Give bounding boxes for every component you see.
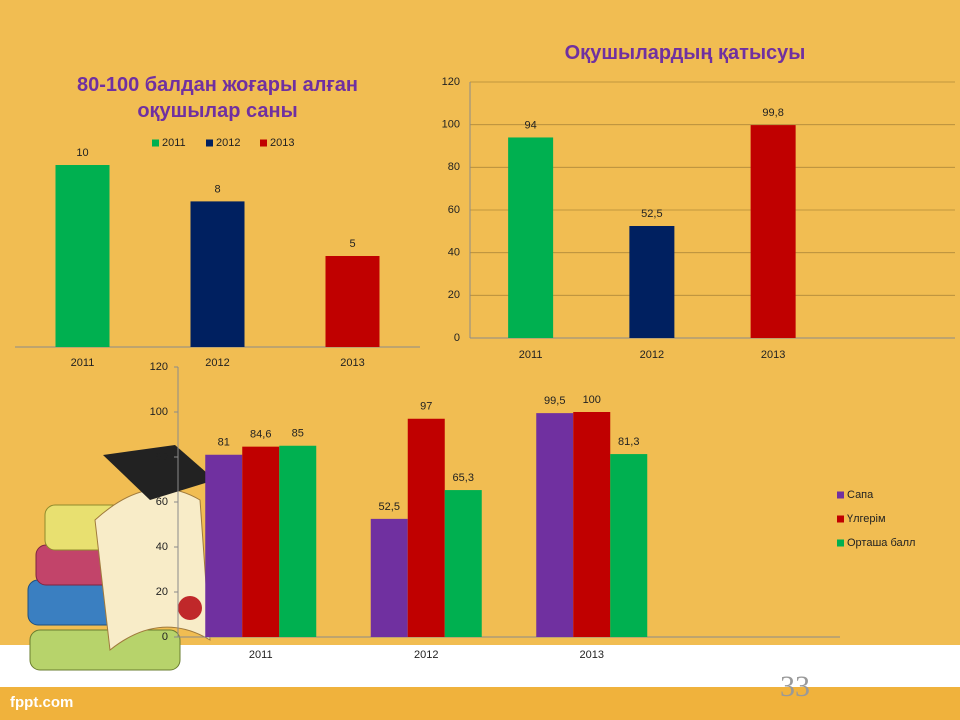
value-label: 99,5	[544, 395, 565, 407]
legend-label: Сапа	[847, 489, 874, 501]
x-tick-label: 2013	[761, 349, 785, 361]
bar	[407, 418, 445, 637]
y-tick-label: 100	[150, 406, 168, 418]
y-tick-label: 40	[448, 247, 460, 259]
y-tick-label: 40	[156, 541, 168, 553]
value-label: 84,6	[250, 429, 271, 441]
y-tick-label: 0	[162, 631, 168, 643]
x-tick-label: 2012	[414, 649, 438, 661]
logo: fppt.com	[10, 694, 74, 711]
x-tick-label: 2011	[519, 349, 543, 361]
x-tick-label: 2013	[580, 649, 604, 661]
bar	[508, 137, 554, 338]
y-tick-label: 120	[150, 361, 168, 373]
x-tick-label: 2011	[249, 649, 273, 661]
bar	[242, 446, 280, 637]
bar	[55, 165, 110, 347]
y-tick-label: 60	[156, 496, 168, 508]
legend-swatch	[152, 139, 159, 147]
value-label: 85	[292, 428, 304, 440]
legend-swatch	[206, 139, 213, 147]
x-tick-label: 2011	[71, 357, 95, 369]
bar	[610, 454, 648, 637]
legend-label: Үлгерім	[847, 513, 886, 525]
footer-bar	[0, 687, 960, 720]
y-tick-label: 20	[448, 289, 460, 301]
y-tick-label: 80	[156, 451, 168, 463]
legend-swatch	[837, 491, 844, 499]
legend-label: 2011	[162, 137, 186, 149]
value-label: 81,3	[618, 436, 639, 448]
value-label: 65,3	[453, 472, 474, 484]
legend-swatch	[837, 515, 844, 523]
chart-title: Оқушылардың қатысуы	[564, 42, 806, 64]
page-number: 33	[780, 670, 810, 703]
bar	[325, 256, 380, 347]
bar	[279, 445, 317, 637]
value-label: 94	[525, 119, 537, 131]
value-label: 10	[76, 147, 88, 159]
legend-label: 2013	[270, 137, 294, 149]
bar	[536, 413, 574, 637]
diploma-illustration	[27, 445, 215, 671]
value-label: 99,8	[762, 107, 783, 119]
bar	[444, 490, 482, 637]
bar	[370, 518, 408, 637]
x-tick-label: 2013	[340, 357, 364, 369]
y-tick-label: 60	[448, 204, 460, 216]
value-label: 81	[218, 437, 230, 449]
y-tick-label: 0	[454, 332, 460, 344]
y-tick-label: 120	[442, 76, 460, 88]
legend-label: Орташа балл	[847, 537, 915, 549]
x-tick-label: 2012	[205, 357, 229, 369]
bar	[750, 125, 796, 339]
value-label: 52,5	[379, 501, 400, 513]
value-label: 5	[349, 238, 355, 250]
x-tick-label: 2012	[640, 349, 664, 361]
value-label: 8	[214, 183, 220, 195]
y-tick-label: 80	[448, 161, 460, 173]
legend-swatch	[837, 539, 844, 547]
value-label: 52,5	[641, 208, 662, 220]
bar	[573, 412, 611, 637]
legend-label: 2012	[216, 137, 240, 149]
y-tick-label: 20	[156, 586, 168, 598]
y-tick-label: 100	[442, 119, 460, 131]
bar	[629, 226, 675, 338]
bar	[190, 201, 245, 347]
value-label: 97	[420, 401, 432, 413]
chart-title: 80-100 балдан жоғары алған оқушылар саны	[76, 74, 359, 122]
value-label: 100	[583, 394, 601, 406]
bar	[205, 454, 243, 637]
legend-swatch	[260, 139, 267, 147]
